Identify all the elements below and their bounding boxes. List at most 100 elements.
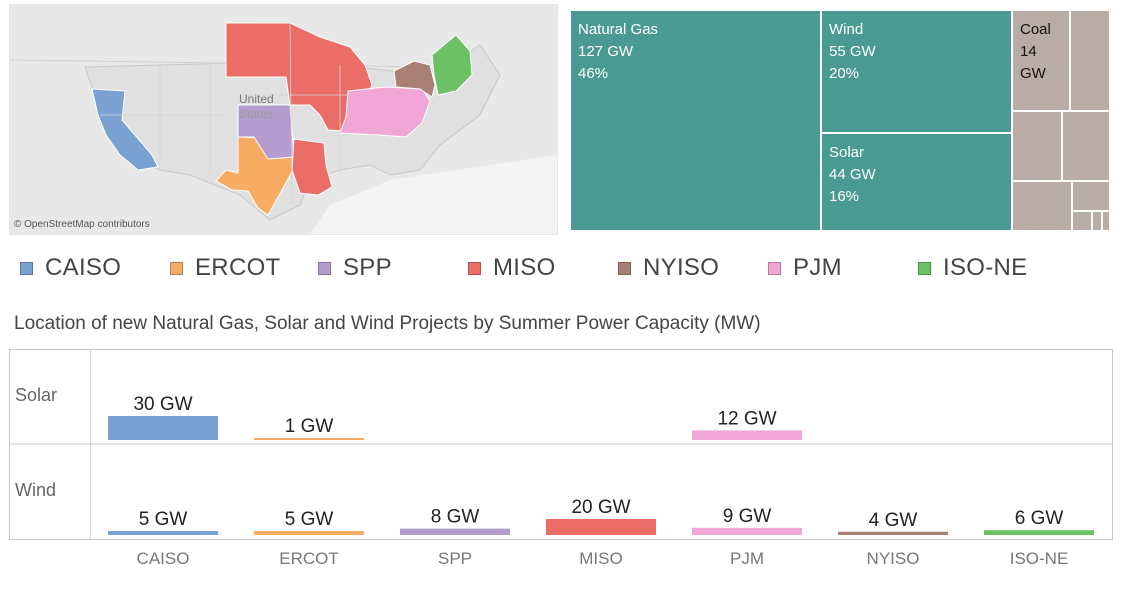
legend-item-miso[interactable]: MISO — [468, 252, 556, 284]
region-nyiso-shape — [393, 60, 436, 98]
treemap-label: 46% — [578, 65, 608, 82]
treemap-cell-other[interactable] — [1062, 111, 1110, 181]
treemap-label: 55 GW — [829, 43, 877, 60]
bar-wind-iso-ne[interactable] — [984, 530, 1094, 535]
x-tick-label: PJM — [730, 549, 764, 568]
legend-item-nyiso[interactable]: NYISO — [618, 252, 719, 284]
row-header-solar: Solar — [15, 385, 57, 405]
treemap-rect — [1072, 181, 1110, 211]
legend-item-ercot[interactable]: ERCOT — [170, 252, 281, 284]
treemap-cell-wind[interactable]: Wind 55 GW 20% — [821, 10, 1012, 133]
data-label: 5 GW — [285, 509, 334, 530]
treemap-label: Coal — [1020, 21, 1051, 38]
bar-wind-spp[interactable] — [400, 528, 510, 535]
treemap-cell-other[interactable] — [1092, 211, 1102, 231]
data-label: 6 GW — [1015, 508, 1064, 529]
treemap-canvas: Natural Gas 127 GW 46% Wind 55 GW 20% Solar 44 … — [570, 10, 1110, 231]
region-legend: CAISO ERCOT SPP MISO NYISO PJM ISO-NE — [0, 252, 1125, 284]
legend-swatch — [618, 261, 631, 275]
treemap-cell-other[interactable] — [1012, 181, 1072, 231]
treemap-cell-other[interactable] — [1070, 10, 1110, 111]
state-lines — [100, 22, 350, 206]
treemap-cell-other[interactable] — [1012, 111, 1062, 181]
region-caiso-shape — [91, 88, 159, 171]
bar-chart-canvas: Solar 30 GW 1 GW 12 GW Wind 5 GW 5 GW 8 GW 20 GW… — [9, 349, 1113, 568]
bar-solar-pjm[interactable] — [692, 430, 802, 440]
bar-wind-nyiso[interactable] — [838, 531, 948, 535]
treemap-cell-other[interactable] — [1072, 211, 1092, 231]
x-tick-label: ISO-NE — [1010, 549, 1069, 568]
treemap-rect — [1070, 10, 1110, 111]
country-label-2: States — [239, 107, 274, 121]
bar-solar-caiso[interactable] — [108, 416, 218, 440]
treemap-cell-other[interactable] — [1102, 211, 1110, 231]
legend-label: ISO-NE — [943, 254, 1028, 281]
legend-swatch — [318, 261, 331, 275]
legend-label: CAISO — [45, 254, 122, 281]
treemap-label: Wind — [829, 21, 863, 38]
treemap-rect — [1102, 211, 1110, 231]
treemap-label: 16% — [829, 188, 859, 205]
region-map[interactable]: United States © OpenStreetMap contributo… — [9, 4, 558, 235]
treemap-label: 44 GW — [829, 166, 877, 183]
bar-wind-pjm[interactable] — [692, 527, 802, 535]
treemap-label: Solar — [829, 144, 864, 161]
bar-wind-caiso[interactable] — [108, 531, 218, 535]
legend-label: ERCOT — [195, 254, 281, 281]
treemap-label: 14 — [1020, 43, 1037, 60]
row-header-wind: Wind — [15, 480, 56, 500]
capacity-bar-chart[interactable]: Solar 30 GW 1 GW 12 GW Wind 5 GW 5 GW 8 GW 20 GW… — [0, 345, 1125, 585]
legend-label: PJM — [793, 254, 842, 281]
treemap-label: 20% — [829, 65, 859, 82]
treemap-label: 127 GW — [578, 43, 634, 60]
capacity-treemap[interactable]: Natural Gas 127 GW 46% Wind 55 GW 20% Solar 44 … — [570, 10, 1110, 231]
legend-item-pjm[interactable]: PJM — [768, 252, 842, 284]
treemap-cell-other[interactable] — [1072, 181, 1110, 211]
data-label: 12 GW — [717, 408, 776, 429]
region-isone-shape — [431, 34, 473, 96]
legend-item-iso-ne[interactable]: ISO-NE — [918, 252, 1027, 284]
bar-solar-ercot[interactable] — [254, 438, 364, 440]
map-attribution: © OpenStreetMap contributors — [14, 219, 150, 230]
legend-swatch — [468, 261, 481, 275]
x-tick-label: ERCOT — [279, 549, 339, 568]
treemap-rect — [1012, 10, 1070, 111]
legend-swatch — [20, 261, 33, 275]
treemap-cell-natural-gas[interactable]: Natural Gas 127 GW 46% — [570, 10, 821, 231]
water-area — [310, 155, 557, 234]
data-label: 5 GW — [139, 509, 188, 530]
treemap-rect — [1012, 111, 1062, 181]
legend-item-caiso[interactable]: CAISO — [20, 252, 121, 284]
treemap-label: GW — [1020, 65, 1047, 82]
treemap-rect — [570, 10, 821, 231]
treemap-rect — [821, 10, 1012, 133]
data-label: 1 GW — [285, 416, 334, 437]
data-label: 20 GW — [571, 497, 630, 518]
treemap-rect — [1072, 211, 1092, 231]
treemap-cell-coal[interactable]: Coal 14 GW — [1012, 10, 1070, 111]
data-label: 30 GW — [133, 394, 192, 415]
treemap-cell-solar[interactable]: Solar 44 GW 16% — [821, 133, 1012, 231]
legend-label: NYISO — [643, 254, 720, 281]
data-label: 4 GW — [869, 510, 918, 531]
legend-label: SPP — [343, 254, 392, 281]
legend-label: MISO — [493, 254, 556, 281]
x-tick-label: CAISO — [137, 549, 190, 568]
x-tick-label: MISO — [579, 549, 622, 568]
map-canvas — [10, 5, 557, 234]
legend-swatch — [768, 261, 781, 275]
legend-item-spp[interactable]: SPP — [318, 252, 392, 284]
country-label: United — [239, 92, 274, 106]
chart-title: Location of new Natural Gas, Solar and W… — [14, 313, 761, 334]
bar-wind-miso[interactable] — [546, 519, 656, 535]
x-tick-label: NYISO — [867, 549, 920, 568]
legend-swatch — [918, 261, 931, 275]
data-label: 8 GW — [431, 507, 480, 528]
data-label: 9 GW — [723, 506, 772, 527]
treemap-label: Natural Gas — [578, 21, 658, 38]
bar-wind-ercot[interactable] — [254, 531, 364, 535]
x-tick-label: SPP — [438, 549, 472, 568]
legend-swatch — [170, 261, 183, 275]
treemap-rect — [821, 133, 1012, 231]
treemap-rect — [1012, 181, 1072, 231]
